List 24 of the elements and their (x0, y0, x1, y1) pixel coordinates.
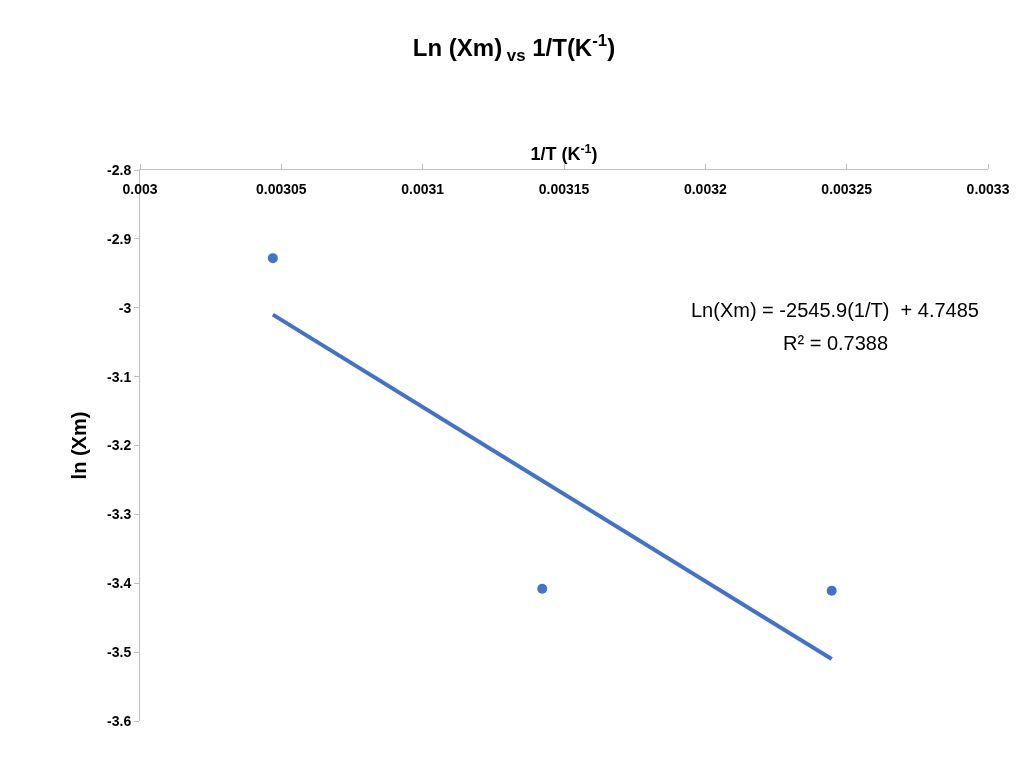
x-tick-label: 0.003 (122, 181, 158, 197)
x-tick-label: 0.00305 (256, 181, 307, 197)
y-axis-title: ln (Xm) (67, 411, 90, 480)
x-tick-label: 0.00315 (538, 181, 590, 197)
x-tick-label: 0.00325 (821, 181, 873, 197)
y-tick-label: -3.4 (107, 575, 132, 592)
x-tick-label: 0.0032 (683, 181, 727, 197)
y-tick-label: -2.9 (107, 230, 132, 247)
y-tick-label: -2.8 (107, 161, 132, 178)
point (537, 583, 548, 594)
y-tick-label: -3.2 (107, 437, 132, 454)
chart-title: Ln (Xm) $_{vs}$ 1/T(K$^{-1}$) (412, 30, 616, 65)
x-tick-label: 0.0033 (966, 181, 1010, 197)
annotation: R² = 0.7388 (783, 332, 889, 354)
x-tick-label: 0.0031 (401, 181, 445, 197)
point (267, 253, 278, 264)
y-tick-label: -3.6 (107, 712, 132, 729)
y-tick-label: -3.1 (107, 368, 132, 385)
y-tick-label: -3.3 (107, 506, 132, 523)
point (826, 585, 837, 596)
y-tick-label: -3 (118, 299, 132, 316)
y-tick-label: -3.5 (107, 644, 132, 661)
x-axis-title: 1/T (K$^{-1}$) (530, 141, 598, 165)
annotation: Ln(Xm) = -2545.9(1/T) + 4.7485 (691, 299, 979, 321)
